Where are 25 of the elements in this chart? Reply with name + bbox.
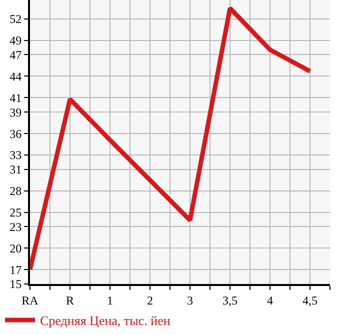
y-tick-label: 20 xyxy=(10,241,22,256)
line-series xyxy=(30,6,312,272)
y-tick-label: 41 xyxy=(10,90,22,105)
x-tick-label: R xyxy=(66,293,74,308)
y-tick-label: 52 xyxy=(10,12,22,26)
x-tick-label: 4,5 xyxy=(302,293,318,308)
x-tick-label: 3,5 xyxy=(222,293,238,308)
y-tick-label: 28 xyxy=(10,184,22,198)
y-tick-label: 25 xyxy=(10,206,22,220)
y-tick-label: 33 xyxy=(10,148,22,162)
y-tick-label: 44 xyxy=(10,69,22,84)
y-tick-label: 17 xyxy=(10,262,22,277)
legend-label: Средняя Цена, тыс. йен xyxy=(40,313,170,328)
x-tick-label: 4 xyxy=(267,293,273,308)
y-tick-label: 49 xyxy=(10,34,22,48)
x-tick-label: 1 xyxy=(107,293,113,308)
x-tick-label: 2 xyxy=(147,293,153,308)
y-tick-label: 23 xyxy=(10,220,22,234)
y-tick-label: 47 xyxy=(10,48,22,62)
y-tick-label: 15 xyxy=(10,277,22,292)
x-tick-label: RA xyxy=(22,293,39,308)
x-tick-label: 3 xyxy=(187,293,193,308)
y-tick-label: 39 xyxy=(10,105,22,120)
y-tick-label: 31 xyxy=(10,162,22,177)
y-tick-label: 36 xyxy=(10,126,22,141)
